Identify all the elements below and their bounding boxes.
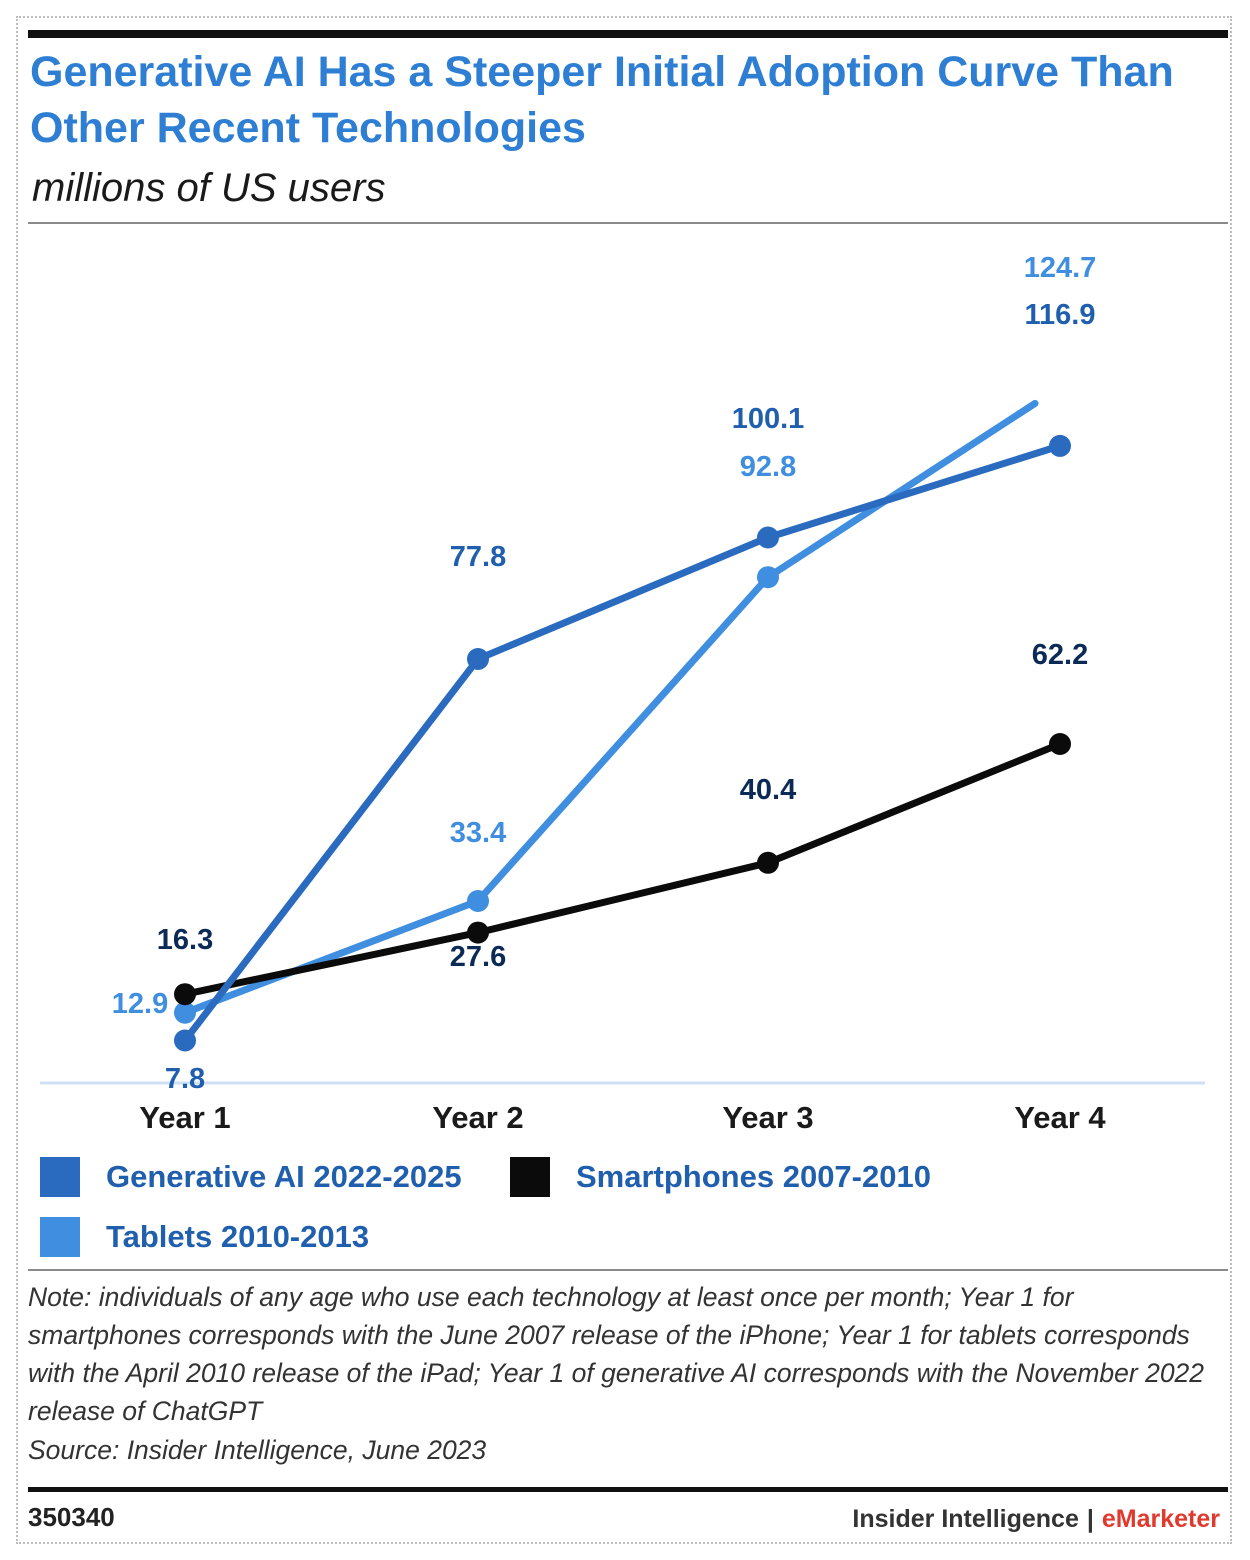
- data-point-generative-ai-2022-2025-3: [757, 526, 779, 549]
- legend-label-tablets: Tablets 2010-2013: [106, 1219, 370, 1254]
- x-tick-label-year-2: Year 2: [432, 1100, 523, 1135]
- data-label-smartphones-2007-2010-2: 27.6: [450, 941, 506, 973]
- brand-primary: Insider Intelligence: [852, 1505, 1079, 1533]
- chart-note: Note: individuals of any age who use eac…: [28, 1282, 1205, 1426]
- data-point-generative-ai-2022-2025-2: [467, 648, 489, 670]
- series-line-generative-ai-2022-2025: [181, 442, 1064, 1044]
- x-tick-label-year-3: Year 3: [722, 1100, 813, 1135]
- legend-item-tablets: Tablets 2010-2013: [40, 1215, 369, 1259]
- data-point-tablets-2010-2013-1: [174, 1001, 196, 1024]
- data-point-generative-ai-2022-2025-1: [174, 1029, 196, 1052]
- series-line-tablets-2010-2013: [181, 399, 1039, 1017]
- legend-label-smartphones: Smartphones 2007-2010: [576, 1159, 931, 1194]
- legend-divider: [28, 1269, 1228, 1271]
- x-tick-label-year-1: Year 1: [139, 1100, 230, 1135]
- data-label-generative-ai-2022-2025-1: 7.8: [165, 1063, 205, 1095]
- legend-swatch-smartphones: [510, 1157, 550, 1197]
- legend-label-generative-ai: Generative AI 2022-2025: [106, 1159, 462, 1194]
- data-point-tablets-2010-2013-3: [757, 566, 779, 589]
- legend: Generative AI 2022-2025 Smartphones 2007…: [40, 1155, 1190, 1265]
- line-chart: Year 1 Year 2 Year 3 Year 4 7.8 77.8 100.1 116.…: [40, 252, 1205, 1135]
- data-label-generative-ai-2022-2025-4: 116.9: [1025, 299, 1096, 331]
- data-point-tablets-2010-2013-2: [467, 890, 489, 912]
- data-label-generative-ai-2022-2025-2: 77.8: [450, 541, 506, 573]
- legend-swatch-tablets: [40, 1217, 80, 1257]
- brand-separator: |: [1086, 1505, 1094, 1533]
- data-label-smartphones-2007-2010-1: 16.3: [157, 924, 213, 956]
- data-label-tablets-2010-2013-2: 33.4: [450, 817, 506, 849]
- data-point-generative-ai-2022-2025-4: [1049, 434, 1071, 457]
- data-label-tablets-2010-2013-4: 124.7: [1024, 252, 1097, 284]
- title-divider: [28, 222, 1228, 224]
- data-point-smartphones-2007-2010-1: [174, 983, 196, 1006]
- chart-source: Source: Insider Intelligence, June 2023: [28, 1435, 487, 1465]
- chart-subtitle: millions of US users: [32, 166, 386, 210]
- x-tick-label-year-4: Year 4: [1014, 1100, 1106, 1135]
- brand-secondary: eMarketer: [1101, 1505, 1220, 1533]
- top-rule: [28, 30, 1228, 38]
- data-label-generative-ai-2022-2025-3: 100.1: [732, 403, 805, 435]
- chart-id: 350340: [28, 1502, 115, 1532]
- data-point-smartphones-2007-2010-2: [467, 921, 489, 944]
- brand-credit: Insider Intelligence | eMarketer: [852, 1505, 1220, 1534]
- legend-item-smartphones: Smartphones 2007-2010: [510, 1155, 931, 1199]
- data-label-tablets-2010-2013-3: 92.8: [740, 451, 796, 483]
- data-label-tablets-2010-2013-1: 12.9: [112, 988, 168, 1020]
- legend-item-generative-ai: Generative AI 2022-2025: [40, 1155, 462, 1199]
- series-line-smartphones-2007-2010: [181, 740, 1064, 998]
- data-point-smartphones-2007-2010-4: [1049, 733, 1071, 755]
- bottom-rule: [28, 1487, 1228, 1492]
- data-label-smartphones-2007-2010-3: 40.4: [740, 774, 796, 806]
- data-label-smartphones-2007-2010-4: 62.2: [1032, 639, 1088, 671]
- chart-frame: [16, 16, 1232, 1544]
- data-point-smartphones-2007-2010-3: [757, 851, 779, 874]
- legend-swatch-generative-ai: [40, 1157, 80, 1197]
- chart-title: Generative AI Has a Steeper Initial Adop…: [30, 48, 1174, 152]
